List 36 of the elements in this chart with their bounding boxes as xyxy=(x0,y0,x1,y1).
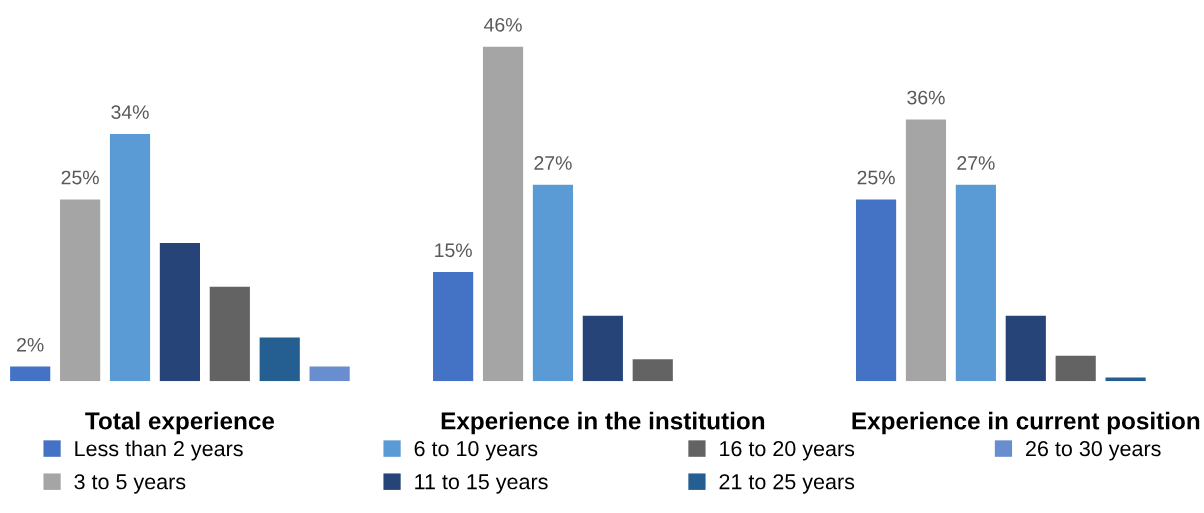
legend-label: Less than 2 years xyxy=(75,440,243,461)
x-tick-label: Experience in the institution xyxy=(441,411,765,435)
data-label: 2% xyxy=(17,337,44,352)
bar xyxy=(955,184,996,382)
legend-label: 26 to 30 years xyxy=(1026,441,1161,461)
x-tick-label: Total experience xyxy=(85,411,275,435)
bar xyxy=(632,359,673,382)
data-label: 25% xyxy=(61,170,99,185)
legend-label: 16 to 20 years xyxy=(720,441,855,461)
bar xyxy=(259,337,300,382)
bar xyxy=(60,199,101,382)
legend-label: 3 to 5 years xyxy=(74,474,186,494)
data-label: 36% xyxy=(907,90,945,105)
bar xyxy=(433,272,474,382)
x-tick-label: Experience in current position xyxy=(852,411,1200,435)
bar xyxy=(159,243,200,382)
bar xyxy=(905,119,947,382)
bar xyxy=(582,315,623,382)
bar xyxy=(1055,355,1096,382)
bar xyxy=(855,199,897,382)
data-label: 34% xyxy=(111,105,149,119)
data-label: 27% xyxy=(957,156,995,170)
data-label: 27% xyxy=(534,156,572,170)
bar xyxy=(1005,315,1046,382)
bar xyxy=(209,286,250,382)
data-label: 15% xyxy=(435,243,472,258)
legend-label: 6 to 10 years xyxy=(414,441,538,461)
data-label: 46% xyxy=(484,17,522,32)
data-label: 25% xyxy=(857,170,895,185)
legend-label: 11 to 15 years xyxy=(415,474,548,494)
bar xyxy=(532,184,574,382)
bar xyxy=(109,133,151,382)
bar xyxy=(309,366,350,382)
legend-label: 21 to 25 years xyxy=(719,474,855,494)
bar xyxy=(482,46,524,382)
bar xyxy=(10,366,51,382)
